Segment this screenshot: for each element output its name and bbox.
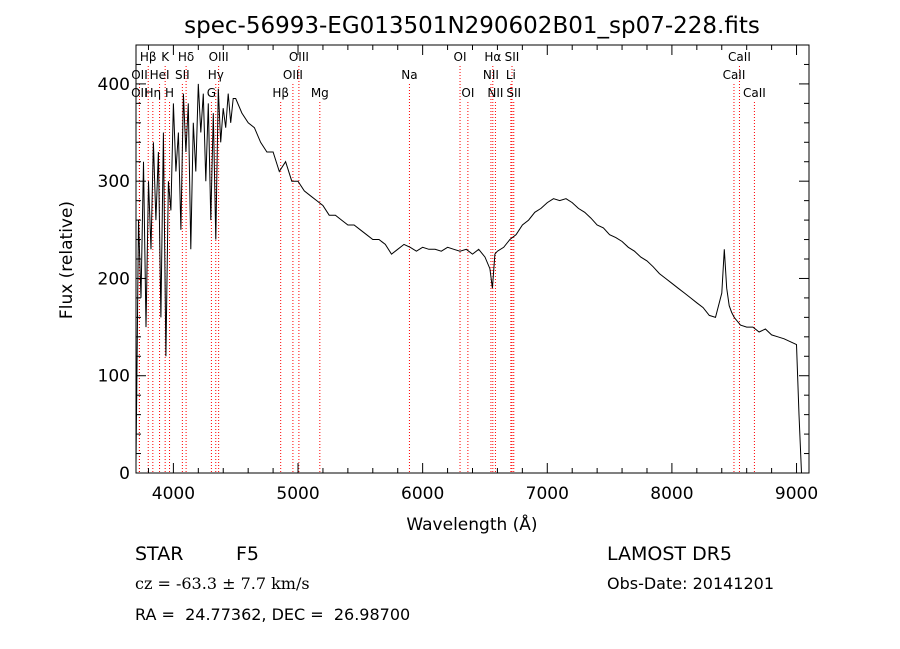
line-marker-label: OI	[461, 86, 474, 100]
line-marker-label: OIII	[289, 50, 309, 64]
obs-date: Obs-Date: 20141201	[607, 574, 774, 593]
line-marker-label-group: Hβ OII OII K HeI Hη H Hδ SII OIII Hγ G OIII OIII Hβ Mg N…	[131, 50, 766, 100]
line-marker-label: CaII	[723, 68, 746, 82]
x-tick-label: 8000	[650, 484, 693, 504]
line-marker-label: Hα	[484, 50, 501, 64]
line-marker-label: Hη	[145, 86, 162, 100]
y-tick-label: 400	[98, 75, 130, 95]
line-marker-label: NII	[487, 86, 503, 100]
object-type: STAR	[135, 543, 183, 565]
x-tick-label: 6000	[401, 484, 444, 504]
y-tick-label: 300	[98, 172, 130, 192]
line-marker-label: CaII	[728, 50, 751, 64]
line-marker-group	[138, 66, 755, 473]
line-marker-label: OI	[454, 50, 467, 64]
line-marker-label: OII	[131, 86, 148, 100]
x-tick-label: 7000	[526, 484, 569, 504]
y-axis: 0 100 200 300 400	[98, 44, 809, 484]
line-marker-label: Hδ	[178, 50, 194, 64]
x-axis-label: Wavelength (Å)	[406, 513, 537, 535]
velocity-text: cz = -63.3 ± 7.7 km/s	[135, 574, 310, 593]
spectrum-line	[135, 83, 802, 474]
line-marker-label: Li	[506, 68, 516, 82]
survey-name: LAMOST DR5	[607, 543, 732, 565]
line-marker-label: OII	[131, 68, 148, 82]
line-marker-label: G	[207, 86, 216, 100]
line-marker-label: CaII	[743, 86, 766, 100]
line-marker-label: H	[165, 86, 174, 100]
coordinates: RA = 24.77362, DEC = 26.98700	[135, 605, 410, 624]
y-tick-label: 200	[98, 269, 130, 289]
line-marker-label: Hγ	[208, 68, 224, 82]
y-axis-label: Flux (relative)	[57, 201, 77, 319]
chart-title: spec-56993-EG013501N290602B01_sp07-228.f…	[184, 13, 760, 39]
line-marker-label: NII	[483, 68, 499, 82]
line-marker-label: SII	[175, 68, 190, 82]
line-marker-label: Na	[401, 68, 417, 82]
line-marker-label: K	[161, 50, 170, 64]
line-marker-label: OIII	[209, 50, 229, 64]
y-tick-label: 100	[98, 367, 130, 387]
y-tick-label: 0	[119, 464, 130, 484]
plot-frame	[135, 44, 810, 474]
line-marker-label: Mg	[311, 86, 329, 100]
object-subclass: F5	[236, 543, 259, 565]
line-marker-label: Hβ	[272, 86, 289, 100]
line-marker-label: SII	[505, 50, 520, 64]
x-tick-label: 9000	[775, 484, 818, 504]
line-marker-label: SII	[506, 86, 521, 100]
line-marker-label: OIII	[283, 68, 303, 82]
line-marker-label: Hβ	[140, 50, 157, 64]
x-axis: 4000 5000 6000 7000 8000 9000	[147, 45, 818, 504]
x-tick-label: 4000	[152, 484, 195, 504]
x-tick-label: 5000	[276, 484, 319, 504]
line-marker-label: HeI	[150, 68, 170, 82]
